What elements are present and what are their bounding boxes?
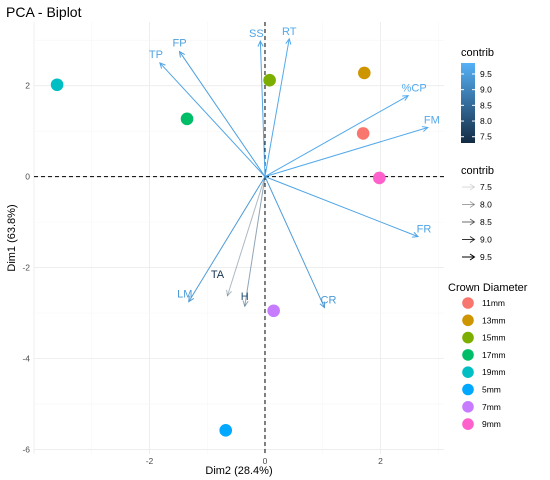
alpha-key-arrowhead: [469, 201, 476, 208]
y-tick-label: -4: [22, 354, 30, 364]
variable-label-fp: FP: [172, 38, 186, 50]
chart-title: PCA - Biplot: [6, 4, 82, 20]
alpha-key-label: 9.5: [480, 252, 492, 262]
alpha-key-arrowhead: [469, 218, 476, 226]
y-tick-label: -2: [22, 263, 30, 273]
point-9mm: [373, 171, 386, 185]
arrow-ta: [226, 176, 266, 296]
arrow-rt: [264, 38, 290, 177]
legend-label-17mm: 17mm: [482, 350, 506, 360]
variable-label-h: H: [241, 291, 249, 303]
colorbar-tick-label: 8.0: [480, 116, 492, 126]
legend-label-9mm: 9mm: [482, 419, 501, 429]
y-axis-label: Dim1 (63.8%): [6, 204, 18, 271]
grid: [33, 22, 444, 454]
colorbar-tick-label: 9.0: [480, 85, 492, 95]
colorbar-tick-label: 9.5: [480, 69, 492, 79]
legend-key-17mm: [462, 349, 474, 361]
arrowhead-fm: [421, 126, 429, 132]
arrowhead-pctcp: [402, 95, 410, 101]
alpha-key-label: 8.0: [480, 200, 492, 210]
arrow-tp: [159, 62, 266, 177]
legend-key-11mm: [462, 297, 474, 309]
arrowhead-rt: [285, 37, 292, 45]
arrow-cr: [264, 176, 325, 308]
legend-key-19mm: [462, 366, 474, 379]
arrow-pctcp: [264, 95, 409, 178]
point-19mm: [50, 78, 64, 92]
y-tick-label: 0: [25, 172, 30, 182]
variable-label-lm: LM: [177, 289, 192, 301]
legend-label-19mm: 19mm: [482, 367, 506, 377]
alpha-key-arrowhead: [469, 236, 476, 243]
legend-label-15mm: 15mm: [482, 333, 506, 343]
alpha-key-arrowhead: [469, 183, 476, 191]
arrowhead-tp: [159, 62, 166, 69]
legend-gradient-title: contrib: [461, 47, 494, 59]
legend-groups: Crown Diameter 11mm 13mm 15mm 17mm 19mm 5mm 7m…: [448, 282, 528, 430]
legend-key-7mm: [462, 401, 474, 413]
reference-lines: [34, 22, 444, 454]
alpha-key-label: 8.5: [480, 217, 492, 227]
variable-label-rt: RT: [282, 26, 297, 38]
variable-labels: SS RT FP TP %CP FM FR CR H TA LM: [149, 26, 440, 307]
plot-panel: [34, 22, 444, 454]
legend-colorbar: [461, 63, 475, 143]
point-15mm: [263, 73, 276, 87]
point-7mm: [267, 304, 280, 318]
variable-label-cr: CR: [321, 295, 337, 307]
arrow-lm: [188, 176, 266, 302]
legend-alpha: contrib 7.5 8.0 8.5 9.0 9.5: [461, 165, 494, 262]
arrowhead-h: [242, 300, 249, 308]
arrow-h: [244, 176, 266, 307]
y-tick-label: -6: [22, 444, 30, 454]
legend-groups-title: Crown Diameter: [448, 282, 528, 294]
alpha-key-arrowhead: [469, 253, 476, 261]
axis-ticks: -2 0 2 -6 -4 -2 0 2: [22, 81, 383, 466]
individual-points: [50, 66, 386, 437]
arrowhead-fr: [411, 231, 420, 238]
variable-label-ss: SS: [249, 28, 264, 40]
variable-label-tp: TP: [149, 49, 163, 61]
colorbar-tick-label: 7.5: [480, 132, 492, 142]
arrow-fp: [179, 51, 266, 177]
y-tick-label: 2: [25, 81, 30, 91]
point-17mm: [180, 112, 194, 126]
arrowhead-fp: [178, 50, 185, 58]
arrowhead-cr: [319, 301, 326, 309]
alpha-key-label: 7.5: [480, 182, 492, 192]
legend-key-15mm: [462, 331, 474, 344]
legend-label-13mm: 13mm: [482, 315, 506, 325]
point-11mm: [356, 127, 370, 140]
x-tick-label: -2: [146, 456, 154, 466]
variable-label-ta: TA: [211, 269, 225, 281]
arrow-ss: [259, 41, 266, 177]
point-13mm: [358, 66, 371, 80]
x-tick-label: 2: [378, 456, 383, 466]
arrowhead-ta: [226, 289, 232, 297]
arrow-fr: [264, 176, 419, 238]
legend-gradient: contrib 9.5 9.0 8.5 8.0 7.5: [461, 47, 494, 143]
alpha-key-label: 9.0: [480, 235, 492, 245]
legend-label-7mm: 7mm: [482, 402, 501, 412]
legend-alpha-title: contrib: [461, 165, 494, 177]
variable-arrows: [159, 37, 429, 309]
legend-label-11mm: 11mm: [482, 298, 505, 308]
legend-key-13mm: [462, 314, 474, 327]
variable-label-fm: FM: [424, 114, 440, 126]
variable-label-fr: FR: [417, 224, 432, 236]
arrowhead-ss: [257, 39, 264, 47]
variable-label-pctcp: %CP: [402, 83, 427, 95]
point-5mm: [219, 424, 233, 437]
legend-key-5mm: [462, 383, 474, 396]
colorbar-tick-label: 8.5: [480, 100, 492, 110]
x-axis-label: Dim2 (28.4%): [205, 465, 272, 477]
legend-key-9mm: [462, 418, 474, 430]
arrowhead-lm: [188, 295, 195, 303]
x-tick-label: 0: [263, 456, 268, 466]
arrow-fm: [264, 127, 428, 178]
legend-label-5mm: 5mm: [482, 385, 501, 395]
